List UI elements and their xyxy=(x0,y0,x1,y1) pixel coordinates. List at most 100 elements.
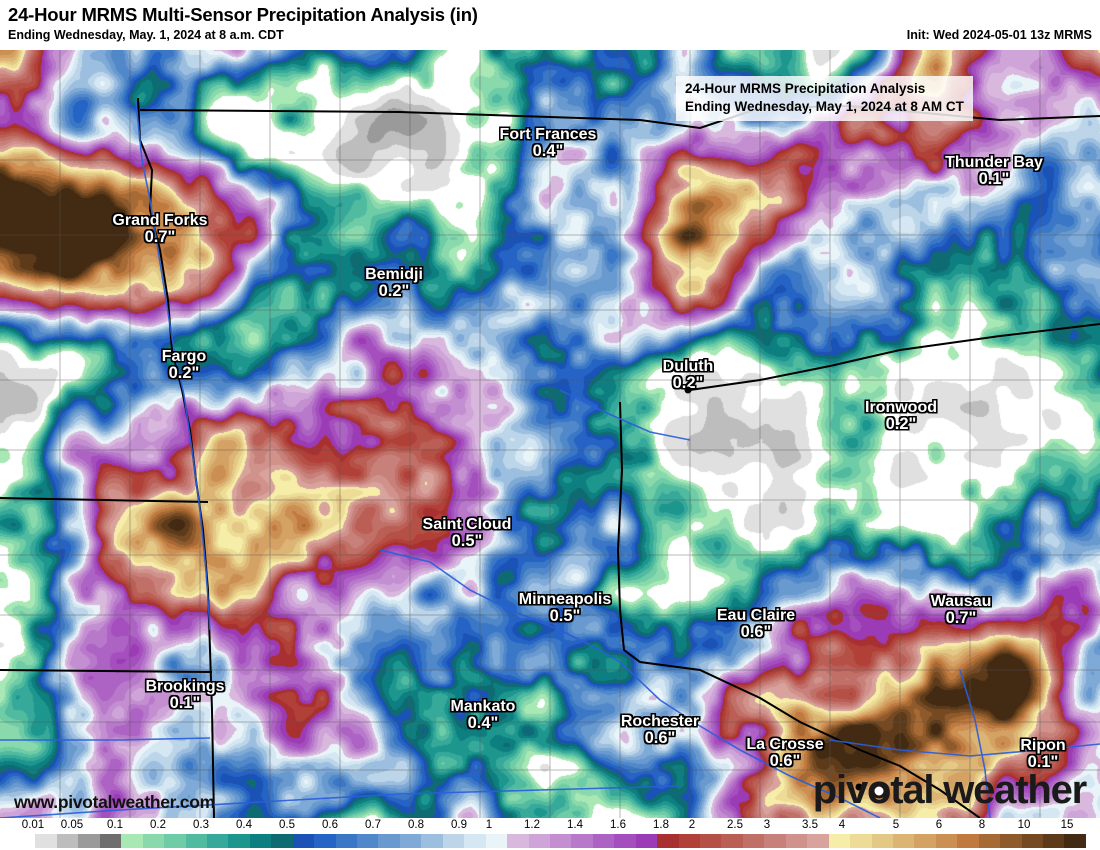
colorbar-tick-labels: 0.01 0.05 0.1 0.2 0.3 0.4 0.5 0.6 0.7 0.8 0.9 1 1.2 1… xyxy=(0,818,1100,834)
colorbar-swatch-17 xyxy=(378,834,400,848)
city-label-duluth: Duluth 0.2" xyxy=(663,358,714,393)
city-marker-dot xyxy=(684,386,692,394)
city-label-mankato: Mankato 0.4" xyxy=(451,698,516,733)
model-init-label: Init: Wed 2024-05-01 13z MRMS xyxy=(906,28,1092,42)
colorbar-swatch-2 xyxy=(56,834,79,848)
county-lines xyxy=(0,50,1100,818)
colorbar-tick-20: 4 xyxy=(838,819,846,831)
city-name: Rochester xyxy=(620,713,700,730)
colorbar-tick-17: 2.5 xyxy=(727,819,743,831)
colorbar-swatch-47 xyxy=(1021,834,1043,848)
city-label-la-crosse: La Crosse 0.6" xyxy=(746,736,823,771)
map-inset-caption: 24-Hour MRMS Precipitation Analysis Endi… xyxy=(676,76,973,121)
city-value: 0.5" xyxy=(549,607,581,626)
city-name: Grand Forks xyxy=(112,212,208,229)
city-value: 0.1" xyxy=(978,170,1010,189)
colorbar-swatch-18 xyxy=(399,834,422,848)
colorbar[interactable]: 0.01 0.05 0.1 0.2 0.3 0.4 0.5 0.6 0.7 0.8 0.9 1 1.2 1… xyxy=(0,818,1100,850)
colorbar-swatch-1 xyxy=(35,834,57,848)
city-name: Duluth xyxy=(662,358,714,375)
city-value: 0.2" xyxy=(168,364,200,383)
colorbar-tick-19: 3.5 xyxy=(802,819,818,831)
colorbar-swatch-21 xyxy=(464,834,486,848)
colorbar-swatch-22 xyxy=(485,834,508,848)
city-name: La Crosse xyxy=(746,736,824,753)
colorbar-swatch-28 xyxy=(614,834,636,848)
colorbar-swatch-30 xyxy=(657,834,679,848)
city-value: 0.4" xyxy=(467,714,499,733)
city-label-eau-claire: Eau Claire 0.6" xyxy=(717,607,795,642)
colorbar-tick-10: 0.9 xyxy=(451,819,467,831)
city-label-ripon: Ripon 0.1" xyxy=(1020,737,1065,772)
city-value: 0.7" xyxy=(144,228,176,247)
logo-text-pre: piv xyxy=(812,768,868,812)
city-label-grand-forks: Grand Forks 0.7" xyxy=(112,212,207,247)
colorbar-swatch-48 xyxy=(1043,834,1065,848)
city-name: Bemidji xyxy=(365,266,423,283)
colorbar-swatch-44 xyxy=(957,834,979,848)
header-bar: 24-Hour MRMS Multi-Sensor Precipitation … xyxy=(0,0,1100,50)
inset-line-2: Ending Wednesday, May 1, 2024 at 8 AM CT xyxy=(685,98,964,114)
colorbar-tick-1: 0.05 xyxy=(60,819,84,831)
city-name: Brookings xyxy=(145,678,225,695)
city-value: 0.5" xyxy=(451,532,483,551)
city-value: 0.2" xyxy=(885,415,917,434)
colorbar-swatch-19 xyxy=(421,834,443,848)
colorbar-swatch-14 xyxy=(314,834,336,848)
colorbar-swatch-31 xyxy=(678,834,700,848)
colorbar-swatch-34 xyxy=(742,834,765,848)
pivotal-weather-logo: pivotal weather xyxy=(812,768,1087,813)
city-label-bemidji: Bemidji 0.2" xyxy=(365,266,423,301)
colorbar-tick-25: 15 xyxy=(1060,819,1074,831)
city-label-fort-frances: Fort Frances 0.4" xyxy=(500,126,597,161)
colorbar-tick-4: 0.3 xyxy=(193,819,209,831)
city-name: Fargo xyxy=(161,348,207,365)
colorbar-tick-3: 0.2 xyxy=(150,819,166,831)
colorbar-tick-11: 1 xyxy=(485,819,493,831)
colorbar-tick-14: 1.6 xyxy=(610,819,626,831)
city-value: 0.1" xyxy=(169,694,201,713)
city-label-rochester: Rochester 0.6" xyxy=(621,713,699,748)
colorbar-tick-18: 3 xyxy=(763,819,771,831)
colorbar-swatch-3 xyxy=(78,834,100,848)
colorbar-swatches xyxy=(14,834,1086,848)
inset-line-1: 24-Hour MRMS Precipitation Analysis xyxy=(685,81,926,96)
colorbar-tick-15: 1.8 xyxy=(653,819,669,831)
colorbar-swatch-43 xyxy=(935,834,958,848)
city-label-wausau: Wausau 0.7" xyxy=(931,593,992,628)
city-name: Eau Claire xyxy=(716,607,796,624)
colorbar-swatch-41 xyxy=(892,834,915,848)
colorbar-tick-2: 0.1 xyxy=(107,819,123,831)
river-lines xyxy=(0,101,1100,818)
city-value: 0.7" xyxy=(945,609,977,628)
city-label-thunder-bay: Thunder Bay 0.1" xyxy=(945,154,1043,189)
city-name: Wausau xyxy=(930,593,992,610)
colorbar-swatch-42 xyxy=(914,834,936,848)
city-value: 0.6" xyxy=(769,752,801,771)
logo-o-glyph: o xyxy=(867,768,891,813)
colorbar-swatch-9 xyxy=(206,834,229,848)
city-name: Mankato xyxy=(450,698,516,715)
city-label-brookings: Brookings 0.1" xyxy=(145,678,224,713)
city-marker-dot xyxy=(855,783,863,791)
city-name: Minneapolis xyxy=(518,591,612,608)
precipitation-map[interactable]: 24-Hour MRMS Precipitation Analysis Endi… xyxy=(0,50,1100,818)
colorbar-tick-23: 8 xyxy=(978,819,986,831)
colorbar-swatch-7 xyxy=(164,834,186,848)
colorbar-tick-13: 1.4 xyxy=(567,819,583,831)
colorbar-tick-6: 0.5 xyxy=(279,819,295,831)
colorbar-swatch-33 xyxy=(721,834,743,848)
colorbar-swatch-46 xyxy=(1000,834,1022,848)
colorbar-swatch-27 xyxy=(592,834,615,848)
city-value: 0.2" xyxy=(672,374,704,393)
colorbar-swatch-40 xyxy=(871,834,893,848)
colorbar-swatch-25 xyxy=(549,834,572,848)
colorbar-swatch-49 xyxy=(1064,834,1086,848)
colorbar-swatch-29 xyxy=(635,834,658,848)
colorbar-swatch-12 xyxy=(271,834,293,848)
city-label-fargo: Fargo 0.2" xyxy=(162,348,206,383)
colorbar-tick-8: 0.7 xyxy=(365,819,381,831)
page-title: 24-Hour MRMS Multi-Sensor Precipitation … xyxy=(8,4,478,25)
city-label-ironwood: Ironwood 0.2" xyxy=(865,399,937,434)
city-value: 0.6" xyxy=(740,623,772,642)
